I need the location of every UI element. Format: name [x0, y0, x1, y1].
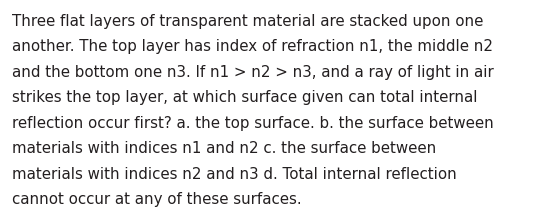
Text: cannot occur at any of these surfaces.: cannot occur at any of these surfaces. [12, 192, 302, 207]
Text: materials with indices n1 and n2 c. the surface between: materials with indices n1 and n2 c. the … [12, 141, 436, 156]
Text: strikes the top layer, at which surface given can total internal: strikes the top layer, at which surface … [12, 90, 478, 105]
Text: Three flat layers of transparent material are stacked upon one: Three flat layers of transparent materia… [12, 14, 484, 29]
Text: and the bottom one n3. If n1 > n2 > n3, and a ray of light in air: and the bottom one n3. If n1 > n2 > n3, … [12, 65, 494, 80]
Text: reflection occur first? a. the top surface. b. the surface between: reflection occur first? a. the top surfa… [12, 116, 494, 131]
Text: another. The top layer has index of refraction n1, the middle n2: another. The top layer has index of refr… [12, 39, 493, 54]
Text: materials with indices n2 and n3 d. Total internal reflection: materials with indices n2 and n3 d. Tota… [12, 167, 457, 182]
